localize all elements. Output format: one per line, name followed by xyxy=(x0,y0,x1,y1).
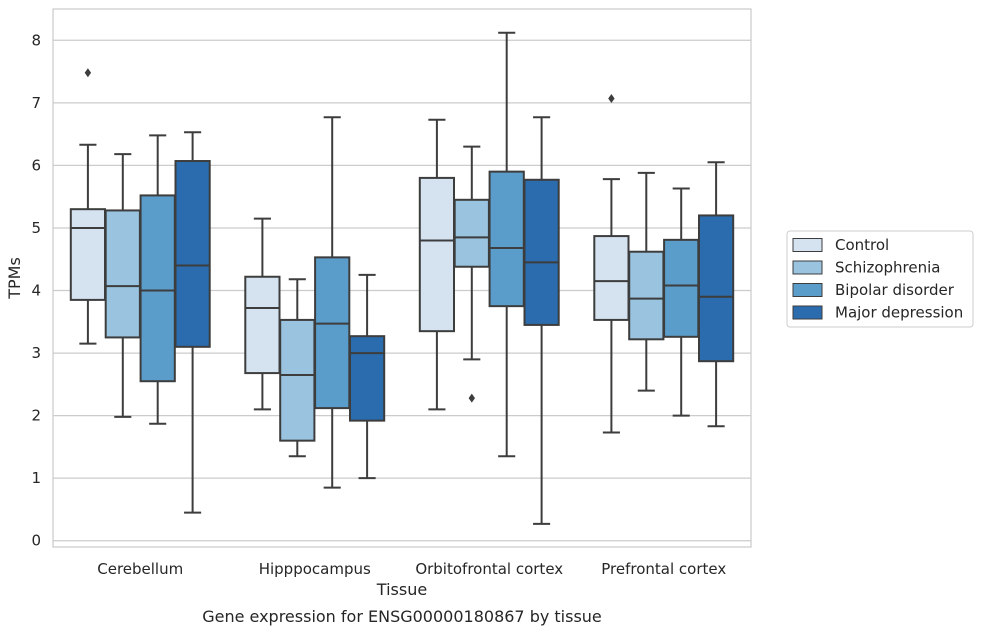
box-0-0 xyxy=(69,68,107,345)
iqr-box xyxy=(663,238,700,338)
outlier-point xyxy=(468,393,475,403)
box-3-2 xyxy=(663,187,700,417)
y-tick-labels: 0 1 2 3 4 5 6 7 8 xyxy=(31,31,41,549)
iqr-box xyxy=(314,256,351,410)
legend-label: Bipolar disorder xyxy=(835,281,955,299)
legend-label: Major depression xyxy=(835,304,963,322)
outlier-point xyxy=(84,68,92,78)
iqr-box xyxy=(488,170,525,308)
box-3-0 xyxy=(593,93,630,434)
iqr-box xyxy=(628,250,665,341)
y-tick-label: 2 xyxy=(31,407,41,425)
iqr-box xyxy=(69,208,107,301)
legend-label: Schizophrenia xyxy=(835,259,940,277)
box-0-2 xyxy=(139,134,176,425)
legend-label: Control xyxy=(835,236,889,254)
y-tick-label: 7 xyxy=(31,94,41,112)
box-0-1 xyxy=(104,153,141,418)
box-3-3 xyxy=(697,161,735,428)
box-groups xyxy=(69,31,735,525)
iqr-box xyxy=(697,214,735,363)
legend: Control Schizophrenia Bipolar disorder Majo… xyxy=(786,230,974,328)
x-tick-label: Cerebellum xyxy=(97,560,183,578)
box-2-2 xyxy=(488,31,525,458)
box-3-1 xyxy=(628,171,665,392)
y-tick-label: 0 xyxy=(31,532,41,550)
x-tick-labels: Cerebellum Hipppocampus Orbitofrontal cort… xyxy=(97,560,726,578)
legend-swatch xyxy=(792,260,823,275)
box-1-2 xyxy=(314,116,351,489)
box-2-0 xyxy=(418,118,456,411)
iqr-box xyxy=(593,235,630,321)
chart-caption: Gene expression for ENSG00000180867 by t… xyxy=(202,607,602,626)
box-1-3 xyxy=(348,273,386,480)
y-axis-label: TPMs xyxy=(5,257,24,300)
iqr-box xyxy=(174,160,211,348)
x-tick-label: Prefrontal cortex xyxy=(601,560,726,578)
iqr-box xyxy=(279,318,316,442)
iqr-box xyxy=(453,198,490,268)
y-tick-label: 3 xyxy=(31,344,41,362)
iqr-box xyxy=(244,275,281,375)
legend-frame xyxy=(786,230,974,328)
box-2-3 xyxy=(523,116,560,525)
y-tick-label: 8 xyxy=(31,31,41,49)
box-2-1 xyxy=(453,145,490,403)
box-1-0 xyxy=(244,217,281,411)
outlier-point xyxy=(608,93,615,103)
iqr-box xyxy=(418,176,456,333)
iqr-box xyxy=(348,335,386,422)
x-axis-label: Tissue xyxy=(376,580,427,599)
legend-swatch xyxy=(792,283,823,297)
legend-swatch xyxy=(792,305,823,320)
y-tick-label: 6 xyxy=(31,156,41,174)
x-tick-label: Hipppocampus xyxy=(259,560,371,578)
y-tick-label: 4 xyxy=(31,282,41,300)
box-1-1 xyxy=(279,278,316,458)
iqr-box xyxy=(139,194,176,383)
plot-area-frame xyxy=(52,8,752,548)
iqr-box xyxy=(104,209,141,339)
iqr-box xyxy=(523,178,560,326)
x-tick-label: Orbitofrontal cortex xyxy=(415,560,563,578)
y-tick-label: 5 xyxy=(31,219,41,237)
box-0-3 xyxy=(174,131,211,514)
legend-swatch xyxy=(792,238,823,252)
y-tick-label: 1 xyxy=(31,469,41,487)
